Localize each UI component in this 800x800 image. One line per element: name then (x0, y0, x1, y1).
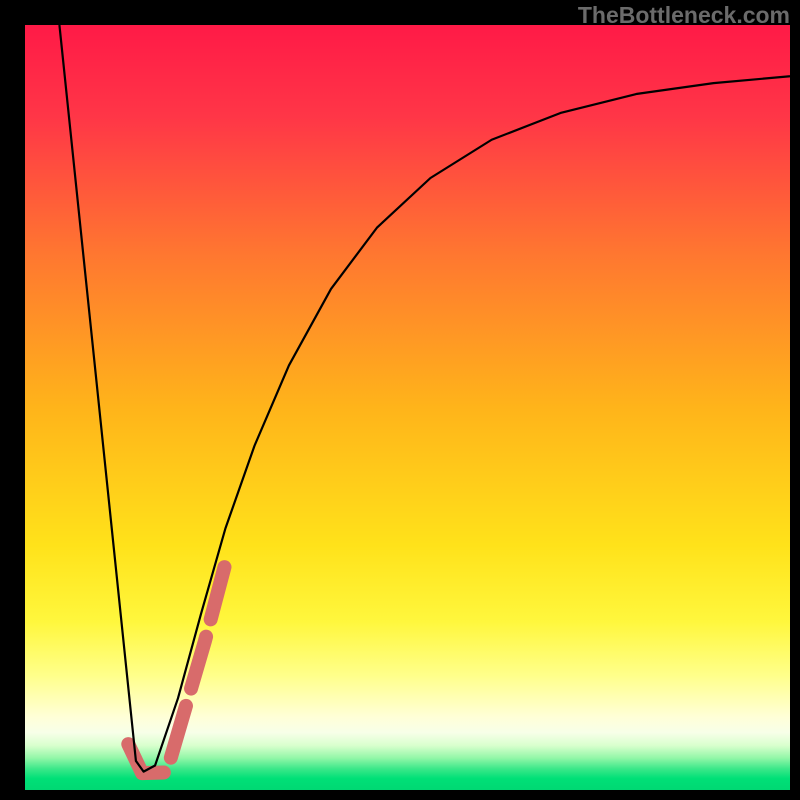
chart-svg (25, 25, 790, 790)
watermark-text: TheBottleneck.com (578, 2, 790, 29)
bottleneck-curve (59, 25, 790, 772)
highlight-segment (128, 564, 225, 774)
plot-area (25, 25, 790, 790)
chart-frame (25, 25, 790, 790)
